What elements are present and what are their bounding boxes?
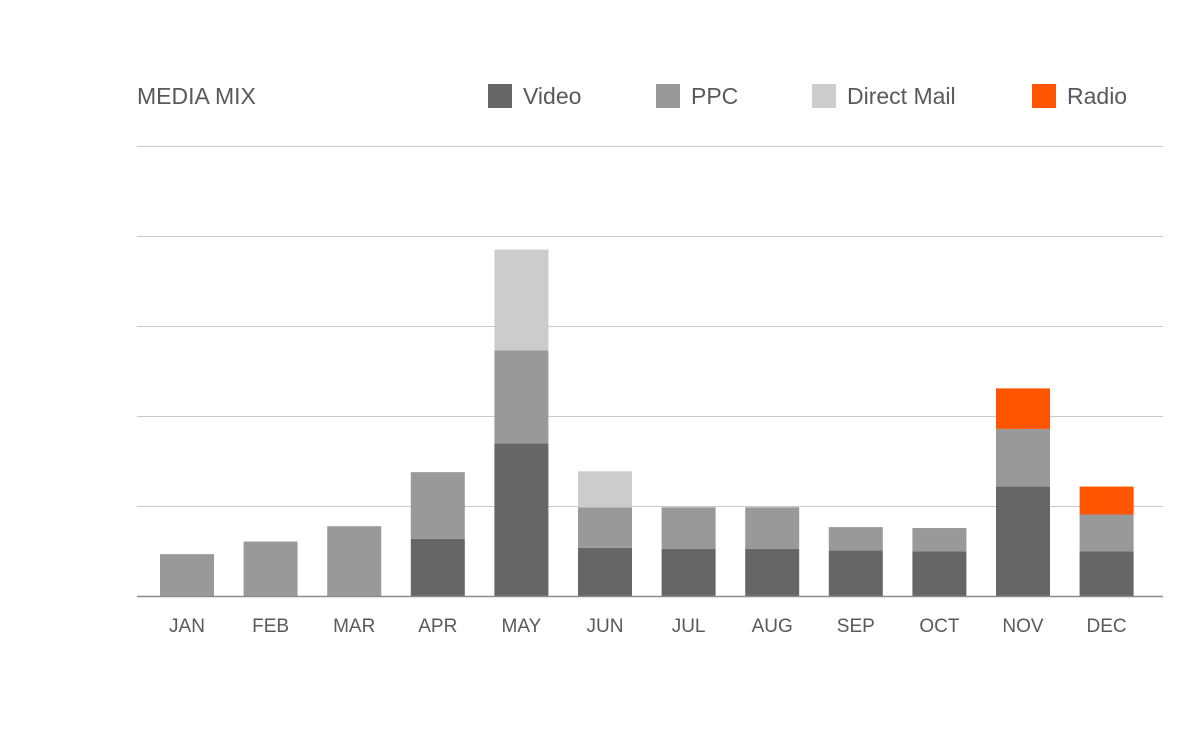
bar-video-oct [912,551,967,597]
bar-ppc-jan [160,554,214,597]
bar-ppc-dec [1079,514,1134,552]
legend-swatch-radio [1032,84,1056,108]
legend: Video PPC Direct Mail Radio [488,83,1127,109]
x-tick-label-oct: OCT [919,616,960,637]
x-tick-label-may: MAY [502,616,542,637]
x-tick-label-jan: JAN [169,616,205,637]
legend-item-ppc: PPC [656,83,738,109]
bar-ppc-sep [828,527,883,551]
bar-ppc-apr [410,472,465,539]
x-axis-tick-labels: JAN FEB MAR APR MAY JUN JUL AUG SEP OCT NOV DEC [169,616,1127,637]
x-tick-label-apr: APR [418,616,457,637]
x-tick-label-mar: MAR [333,616,375,637]
legend-swatch-video [488,84,512,108]
legend-item-direct-mail: Direct Mail [812,83,956,109]
legend-label-video: Video [523,83,581,109]
x-tick-label-jun: JUN [587,616,624,637]
bar-video-aug [745,548,800,597]
bar-radio-dec [1079,486,1134,515]
legend-swatch-ppc [656,84,680,108]
bar-radio-nov [996,388,1050,429]
bar-ppc-aug [745,507,800,549]
bar-video-jun [578,547,632,597]
bar-ppc-jun [578,507,632,548]
bar-video-dec [1079,551,1134,597]
x-tick-label-dec: DEC [1087,616,1127,637]
legend-swatch-direct-mail [812,84,836,108]
bar-video-nov [996,486,1050,597]
x-tick-label-aug: AUG [752,616,793,637]
legend-label-ppc: PPC [691,83,738,109]
bar-direct-mail-jun [578,471,632,508]
x-tick-label-sep: SEP [837,616,875,637]
gridlines [137,146,1163,507]
legend-item-video: Video [488,83,581,109]
bar-direct-mail-may [494,249,549,351]
bar-ppc-mar [327,526,382,597]
bar-video-sep [828,550,883,597]
bar-ppc-nov [996,428,1050,487]
legend-label-radio: Radio [1067,83,1127,109]
bar-ppc-oct [912,528,967,552]
bars [160,249,1134,597]
chart-title: MEDIA MIX [137,83,256,109]
x-tick-label-jul: JUL [672,616,706,637]
bar-ppc-feb [243,541,298,597]
legend-label-direct-mail: Direct Mail [847,83,956,109]
bar-video-apr [410,538,465,597]
bar-video-jul [661,548,716,597]
bar-ppc-may [494,350,549,444]
x-tick-label-nov: NOV [1002,616,1044,637]
bar-video-may [494,443,549,597]
x-tick-label-feb: FEB [252,616,289,637]
bar-ppc-jul [661,507,716,549]
legend-item-radio: Radio [1032,83,1127,109]
